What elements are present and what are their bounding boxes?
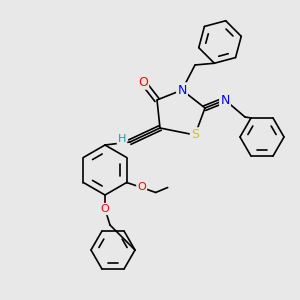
Text: N: N [177, 83, 187, 97]
Text: N: N [220, 94, 230, 106]
Text: S: S [191, 128, 199, 142]
Text: O: O [100, 204, 109, 214]
Text: O: O [137, 182, 146, 193]
Text: H: H [118, 134, 126, 144]
Text: O: O [138, 76, 148, 88]
